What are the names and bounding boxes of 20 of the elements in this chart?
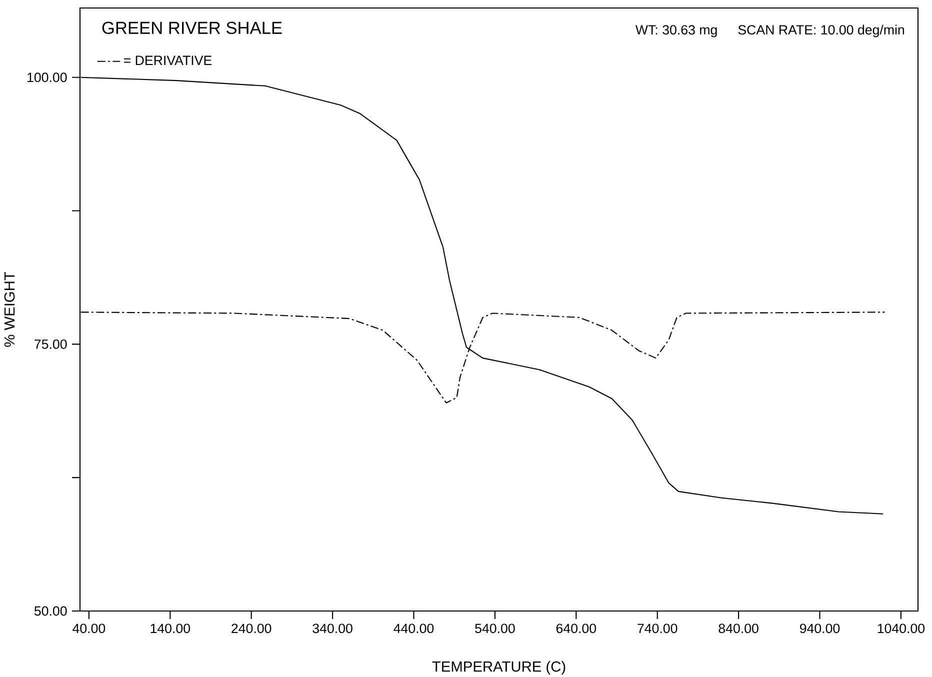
y-tick-label: 50.00 xyxy=(34,606,67,616)
text: GREEN RIVER SHALE xyxy=(102,22,282,34)
y-tick-label: 75.00 xyxy=(34,339,67,349)
x-axis-title: TEMPERATURE (C) xyxy=(432,660,566,675)
x-tick-label: 540.00 xyxy=(475,624,515,634)
legend-label: = DERIVATIVE xyxy=(124,56,212,65)
x-tick-label: 140.00 xyxy=(150,624,190,634)
x-tick-label: 340.00 xyxy=(312,624,352,634)
annotation: WT: 30.63 mg xyxy=(635,25,717,38)
x-tick-label: 840.00 xyxy=(718,624,758,634)
x-tick-label: 40.00 xyxy=(72,624,106,634)
x-tick-label: 640.00 xyxy=(556,624,596,634)
x-tick-label: 440.00 xyxy=(394,624,434,634)
annotation: SCAN RATE: 10.00 deg/min xyxy=(738,24,904,38)
y-tick-label: 100.00 xyxy=(28,72,67,82)
y-axis-title: % WEIGHT xyxy=(4,272,15,347)
x-tick-label: 740.00 xyxy=(638,624,678,634)
x-tick-label: 940.00 xyxy=(800,624,840,634)
x-tick-label: 1040.00 xyxy=(878,624,925,634)
x-tick-label: 240.00 xyxy=(232,624,272,634)
